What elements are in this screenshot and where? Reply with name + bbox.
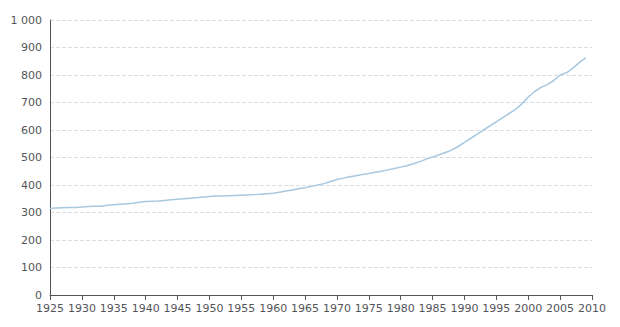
svg-text:1990: 1990 (450, 302, 478, 315)
svg-text:1 000: 1 000 (11, 14, 43, 27)
svg-text:400: 400 (21, 179, 42, 192)
svg-text:1930: 1930 (68, 302, 96, 315)
svg-text:1945: 1945 (164, 302, 192, 315)
svg-text:500: 500 (21, 151, 42, 164)
svg-text:1925: 1925 (36, 302, 64, 315)
svg-text:600: 600 (21, 124, 42, 137)
svg-text:200: 200 (21, 234, 42, 247)
svg-text:1960: 1960 (259, 302, 287, 315)
svg-text:2010: 2010 (578, 302, 606, 315)
svg-text:100: 100 (21, 261, 42, 274)
svg-text:1985: 1985 (419, 302, 447, 315)
svg-text:1955: 1955 (227, 302, 255, 315)
svg-text:1950: 1950 (195, 302, 223, 315)
svg-text:700: 700 (21, 96, 42, 109)
svg-text:1970: 1970 (323, 302, 351, 315)
svg-text:1965: 1965 (291, 302, 319, 315)
svg-text:1975: 1975 (355, 302, 383, 315)
svg-text:0: 0 (35, 289, 42, 302)
svg-text:1980: 1980 (387, 302, 415, 315)
svg-text:2005: 2005 (546, 302, 574, 315)
svg-text:2000: 2000 (514, 302, 542, 315)
svg-text:1940: 1940 (132, 302, 160, 315)
svg-text:1995: 1995 (482, 302, 510, 315)
svg-text:300: 300 (21, 206, 42, 219)
svg-text:800: 800 (21, 69, 42, 82)
svg-text:900: 900 (21, 41, 42, 54)
svg-text:1935: 1935 (100, 302, 128, 315)
